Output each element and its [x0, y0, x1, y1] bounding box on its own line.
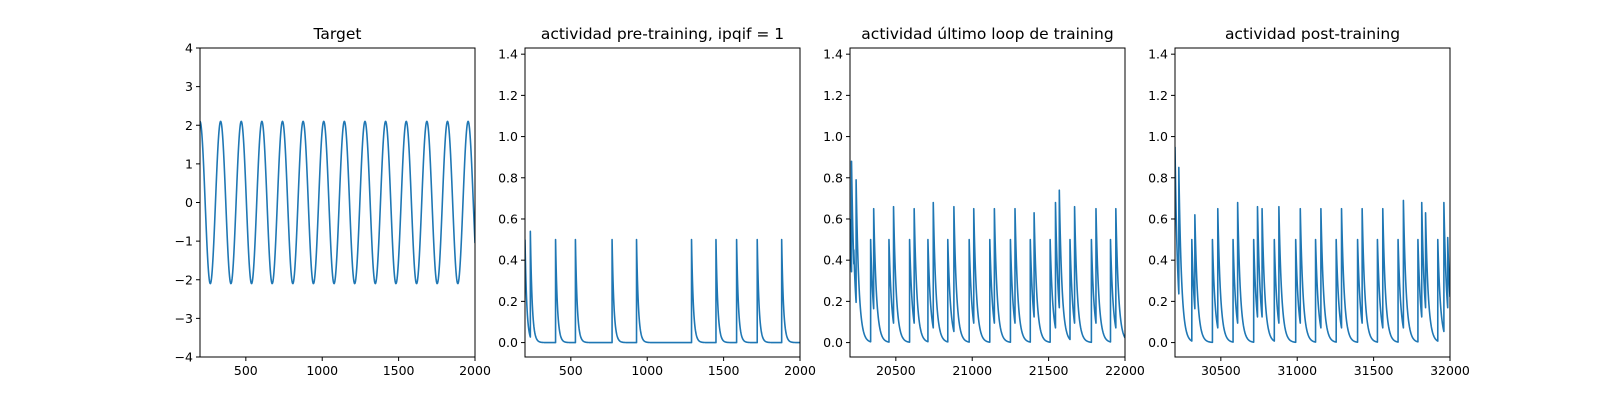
y-tick-label: −4	[175, 350, 193, 365]
y-tick-label: 0.0	[823, 335, 843, 350]
x-tick-label: 1000	[631, 363, 663, 378]
subplot-4: 30500 31000 31500 32000 0.0 0.2 0.4 0.6 0.8 1.0 1.…	[1148, 25, 1470, 378]
subplot-1: 500 1000 1500 2000 −4 −3 −2 −1 0 1 2 3 4 Target	[175, 25, 491, 378]
chart-title: actividad post-training	[1225, 25, 1400, 43]
y-tick-label: 0	[185, 195, 193, 210]
y-tick-label: 0.2	[1148, 294, 1168, 309]
y-tick-label: 0.4	[498, 253, 518, 268]
y-tick-label: 0.6	[823, 211, 843, 226]
y-tick-label: 1.0	[823, 129, 843, 144]
y-tick-label: 0.4	[823, 253, 843, 268]
y-tick-label: 1	[185, 156, 193, 171]
x-tick-label: 500	[559, 363, 583, 378]
x-tick-label: 32000	[1430, 363, 1470, 378]
y-tick-label: 0.0	[1148, 335, 1168, 350]
y-tick-label: 0.6	[498, 211, 518, 226]
y-tick-label: 0.4	[1148, 253, 1168, 268]
y-tick-label: 1.4	[1148, 47, 1168, 62]
x-tick-label: 21500	[1029, 363, 1069, 378]
series-line	[200, 120, 475, 285]
x-tick-label: 1500	[708, 363, 740, 378]
y-tick-label: 1.2	[823, 88, 843, 103]
y-tick-label: 0.6	[1148, 211, 1168, 226]
y-tick-label: 1.0	[498, 129, 518, 144]
axes-frame	[849, 47, 1126, 358]
y-tick-label: −2	[175, 272, 193, 287]
x-tick-label: 20500	[876, 363, 916, 378]
y-tick-label: −3	[175, 311, 193, 326]
chart-title: actividad último loop de training	[861, 25, 1113, 43]
series-line	[1175, 146, 1450, 344]
axes-frame	[524, 47, 801, 358]
y-tick-label: 1.2	[1148, 88, 1168, 103]
chart-title: actividad pre-training, ipqif = 1	[541, 25, 784, 43]
y-tick-label: 0.8	[1148, 170, 1168, 185]
x-tick-label: 31000	[1277, 363, 1317, 378]
y-tick-label: 1.4	[498, 47, 518, 62]
subplot-2: 500 1000 1500 2000 0.0 0.2 0.4 0.6 0.8 1.0 1.2 1.4 a…	[498, 25, 816, 378]
chart-title: Target	[313, 25, 362, 43]
y-tick-label: −1	[175, 234, 193, 249]
x-tick-label: 21000	[952, 363, 992, 378]
y-tick-label: 0.2	[498, 294, 518, 309]
x-tick-label: 31500	[1354, 363, 1394, 378]
x-tick-label: 500	[234, 363, 258, 378]
x-tick-label: 2000	[784, 363, 816, 378]
x-tick-label: 1500	[383, 363, 415, 378]
y-tick-label: 1.0	[1148, 129, 1168, 144]
subplots: 500 1000 1500 2000 −4 −3 −2 −1 0 1 2 3 4 Target 500 100…	[175, 25, 1470, 378]
y-tick-label: 0.8	[498, 170, 518, 185]
subplot-3: 20500 21000 21500 22000 0.0 0.2 0.4 0.6 0.8 1.0 1.…	[823, 25, 1145, 378]
x-tick-label: 2000	[459, 363, 491, 378]
series-line	[850, 160, 1125, 344]
x-tick-label: 22000	[1105, 363, 1145, 378]
y-tick-label: 2	[185, 118, 193, 133]
x-tick-label: 30500	[1201, 363, 1241, 378]
y-tick-label: 3	[185, 79, 193, 94]
y-tick-label: 1.4	[823, 47, 843, 62]
y-tick-label: 0.2	[823, 294, 843, 309]
y-tick-label: 1.2	[498, 88, 518, 103]
y-tick-label: 0.8	[823, 170, 843, 185]
series-line	[525, 230, 800, 344]
y-tick-label: 0.0	[498, 335, 518, 350]
x-tick-label: 1000	[306, 363, 338, 378]
y-tick-label: 4	[185, 41, 193, 56]
axes-frame	[1174, 47, 1451, 358]
